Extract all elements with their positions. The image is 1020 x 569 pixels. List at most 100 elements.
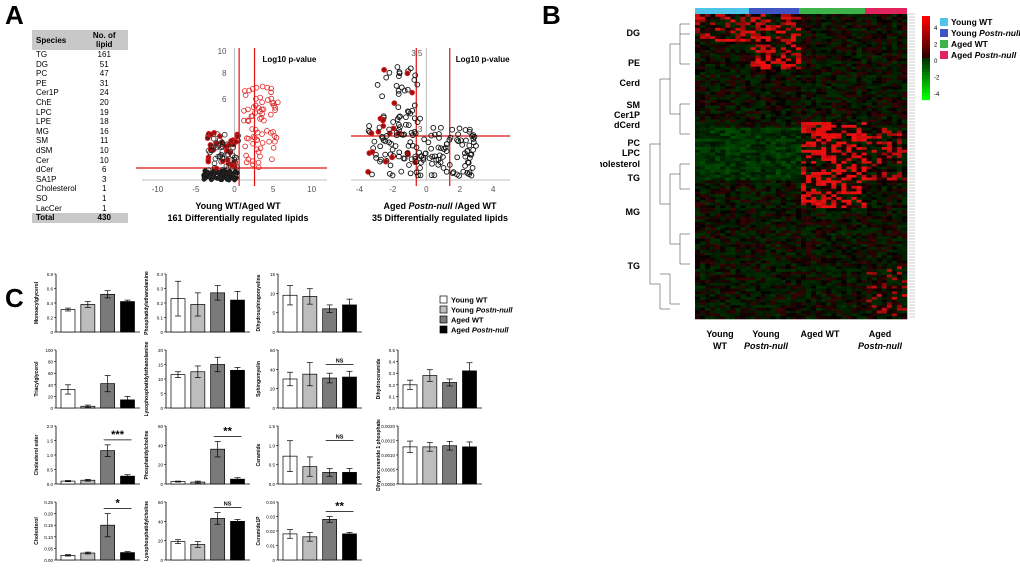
color-scale-tick: 2 — [934, 43, 938, 49]
volcano2-point — [390, 119, 396, 125]
bar-y-tick: 1.5 — [47, 439, 54, 444]
volcano2-point — [409, 89, 415, 96]
bar — [322, 519, 338, 561]
volcano1-point — [232, 154, 238, 160]
volcano1-point — [259, 83, 266, 90]
volcano2-point — [426, 155, 433, 162]
heatmap-row-label: DG — [627, 28, 641, 38]
heatmap-group-bar — [749, 8, 799, 14]
volcano1-point — [227, 168, 232, 174]
bar-chart-triacylglycerol: 100 80 60 40 20 0 Triacylglycerol — [34, 348, 140, 411]
bar-y-tick: 0.5 — [47, 468, 54, 473]
bar-y-tick: 0.2 — [47, 316, 54, 321]
volcano1-point — [252, 110, 258, 116]
volcano2-point — [431, 131, 438, 138]
volcano2-point — [390, 125, 397, 132]
volcano1-point — [268, 85, 275, 92]
volcano2-point — [365, 169, 371, 175]
volcano2-point — [459, 142, 466, 148]
volcano2-point — [403, 114, 409, 121]
volcano2-point — [373, 155, 379, 161]
bar-y-tick: 0.20 — [44, 512, 53, 517]
heatmap-row-label: TG — [628, 261, 641, 271]
volcano2-point — [467, 155, 473, 161]
color-scale-step — [922, 75, 930, 80]
table-row: dSM 10 — [32, 146, 128, 156]
bar-y-tick: 0.2 — [389, 383, 396, 388]
volcano1-point — [224, 175, 230, 180]
bar-y-label: Phosphatidylethanolamine — [144, 271, 150, 335]
color-scale-step — [922, 82, 930, 87]
volcano2-point — [393, 82, 400, 89]
volcano1-point — [272, 107, 278, 113]
color-scale-step — [922, 72, 930, 76]
bar-y-tick: 0 — [160, 330, 163, 335]
volcano2-point — [432, 153, 438, 160]
volcano1-point — [205, 158, 212, 165]
bar-y-label: Dihydroceramide 1 phosphate — [376, 419, 382, 491]
bar-y-label: Cholesterol ester — [34, 435, 40, 476]
volcano1-point — [259, 99, 265, 106]
bar-y-tick: 20 — [270, 387, 276, 392]
bar-chart-lysophosphatidylethanolamine: 20 15 10 5 0 Lysophosphatidylethanolamine — [144, 341, 250, 416]
volcano1-point — [205, 169, 210, 175]
heatmap-row-label: PE — [628, 58, 640, 68]
volcano2-x-tick: -2 — [389, 185, 397, 194]
bar-chart-phosphatidylcholine: 60 40 20 0 Phosphatidylcholine ** — [144, 424, 250, 487]
volcano2-point — [396, 70, 403, 77]
volcano1-point — [216, 153, 223, 160]
bar — [442, 445, 458, 485]
bar-chart-phosphatidylethanolamine: 0.4 0.3 0.2 0.1 0 Phosphatidylethanolamine — [144, 271, 250, 335]
volcano2-point — [456, 125, 463, 132]
bar — [342, 533, 357, 561]
color-scale-step — [922, 89, 930, 94]
volcano2-point — [373, 151, 379, 158]
heatmap-group-bar — [695, 8, 749, 14]
volcano2-point — [417, 165, 423, 171]
volcano2-point — [435, 161, 442, 168]
volcano1-point — [269, 156, 275, 163]
heatmap-col-label-line2: WT — [713, 341, 727, 351]
volcano1-point — [243, 159, 250, 166]
volcano1-point — [245, 135, 252, 142]
heatmap-col-label: Aged — [869, 329, 892, 339]
bar-chart-cholesterol: 0.25 0.20 0.15 0.10 0.05 0.00 Cholesterol * — [34, 498, 140, 563]
bar-y-tick: 0.00 — [44, 558, 53, 563]
volcano2-point — [421, 136, 428, 143]
species-name: SM — [36, 136, 48, 146]
species-name: Cer — [36, 155, 49, 165]
volcano1-point — [250, 158, 256, 164]
volcano1-point — [252, 127, 259, 133]
heatmap-row-label: Cholesterol — [600, 159, 640, 169]
volcano2-point — [443, 141, 450, 147]
bar-y-tick: 10 — [270, 291, 276, 296]
bar-y-tick: 0.2 — [157, 301, 164, 306]
volcano2-point — [408, 129, 415, 136]
volcano1-point — [241, 117, 247, 124]
table-header-row: Species No. of lipid — [32, 30, 128, 50]
bar-y-tick: 40 — [270, 367, 276, 372]
color-scale-step — [922, 86, 930, 90]
volcano1-point — [270, 145, 277, 151]
bar-y-tick: 0.25 — [44, 500, 53, 505]
volcano1-point — [255, 159, 262, 166]
volcano1-point — [268, 111, 274, 118]
volcano2-point — [389, 154, 395, 161]
bar-y-tick: 0.0000 — [381, 482, 395, 487]
heatmap-row-label: TG — [628, 173, 641, 183]
bar — [100, 293, 116, 333]
bar-y-tick: 5 — [272, 311, 275, 316]
volcano1-point — [255, 149, 262, 155]
volcano2-point — [454, 137, 460, 143]
bar-y-tick: 1.5 — [269, 424, 276, 429]
volcano1-point — [272, 105, 279, 111]
color-scale-step — [922, 47, 930, 52]
volcano1-point — [250, 161, 256, 168]
color-scale-step — [922, 54, 930, 59]
bar-y-tick: 100 — [45, 348, 53, 353]
volcano1-point — [268, 89, 274, 96]
volcano2-point — [435, 144, 442, 151]
bar-y-tick: 60 — [270, 348, 276, 353]
volcano2-point — [415, 172, 421, 179]
volcano1-point — [230, 144, 236, 151]
